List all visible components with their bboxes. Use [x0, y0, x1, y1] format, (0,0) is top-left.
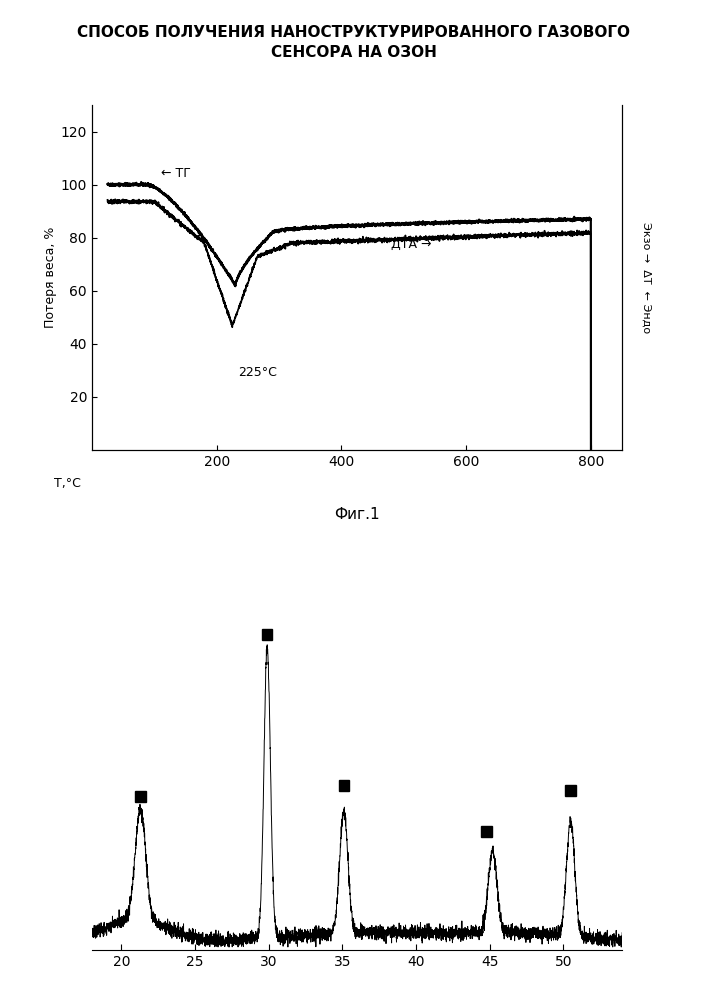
Text: СПОСОБ ПОЛУЧЕНИЯ НАНОСТРУКТУРИРОВАННОГО ГАЗОВОГО: СПОСОБ ПОЛУЧЕНИЯ НАНОСТРУКТУРИРОВАННОГО … — [77, 25, 630, 40]
Bar — [339, 780, 349, 791]
Text: ДТА →: ДТА → — [392, 238, 432, 251]
Bar — [566, 785, 575, 796]
Text: Фиг.1: Фиг.1 — [334, 507, 380, 522]
Y-axis label: Экзо →  ΔТ  ← Эндо: Экзо → ΔТ ← Эндо — [642, 222, 652, 333]
Text: СЕНСОРА НА ОЗОН: СЕНСОРА НА ОЗОН — [271, 45, 436, 60]
Bar — [135, 791, 146, 802]
Text: Т,°С: Т,°С — [54, 477, 81, 490]
Text: 225°С: 225°С — [238, 366, 277, 379]
Y-axis label: Потеря веса, %: Потеря веса, % — [44, 227, 57, 328]
Text: ← ТГ: ← ТГ — [160, 167, 190, 180]
Bar — [262, 629, 272, 640]
Bar — [481, 826, 492, 837]
